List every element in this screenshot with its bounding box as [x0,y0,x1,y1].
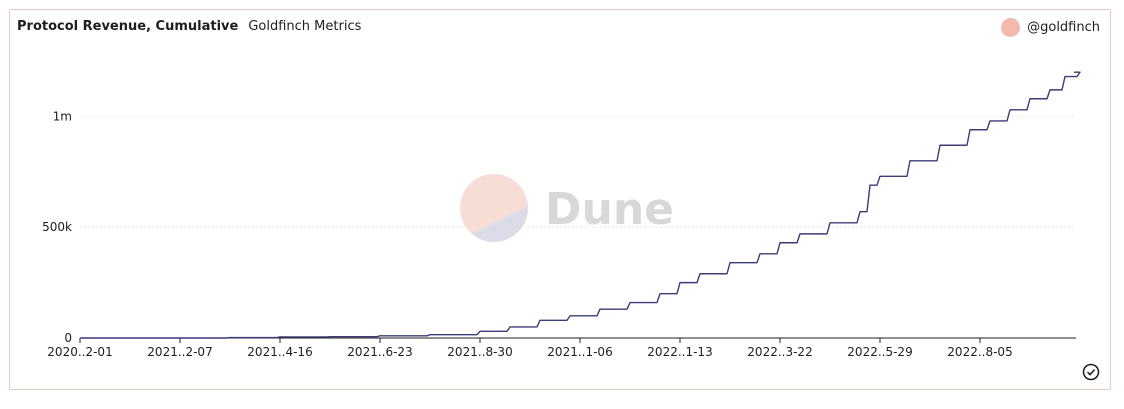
x-tick-label: 2021..6-23 [347,345,412,359]
x-tick-label: 2022..5-29 [847,345,912,359]
y-axis: 0 500k 1m [42,109,72,345]
chart-title: Protocol Revenue, Cumulative [17,19,239,34]
x-tick-label: 2021..4-16 [247,345,312,359]
chart-header: Protocol Revenue, Cumulative Goldfinch M… [17,19,361,34]
y-tick-label: 1m [53,109,72,123]
y-tick-label: 500k [42,220,72,234]
dune-watermark: Dune [460,174,674,242]
x-tick-label: 2021..1-06 [547,345,612,359]
series-layer [80,71,1081,339]
watermark-text: Dune [545,184,674,235]
gridlines [80,115,1076,228]
chart-subtitle: Goldfinch Metrics [248,19,362,34]
legend-swatch [1001,18,1021,37]
x-tick-label: 2022..3-22 [747,345,812,359]
series-line [80,71,1081,339]
x-tick-label: 2021..2-07 [147,345,212,359]
x-axis: 2020..2-01 2021..2-07 2021..4-16 2021..6-23… [47,338,1013,359]
y-tick-label: 0 [64,331,72,345]
line-chart: Dune 0 500k 1m 2020..2-01 2021..2-07 2021..4… [42,71,1081,359]
chart-card: Protocol Revenue, Cumulative Goldfinch M… [9,9,1111,390]
check-circle-icon[interactable] [1082,363,1100,381]
x-tick-label: 2022..1-13 [647,345,712,359]
legend[interactable]: @goldfinch [1001,18,1100,37]
x-tick-label: 2021..8-30 [447,345,512,359]
x-tick-label: 2020..2-01 [47,345,112,359]
x-tick-label: 2022..8-05 [947,345,1012,359]
legend-label: @goldfinch [1027,20,1100,35]
